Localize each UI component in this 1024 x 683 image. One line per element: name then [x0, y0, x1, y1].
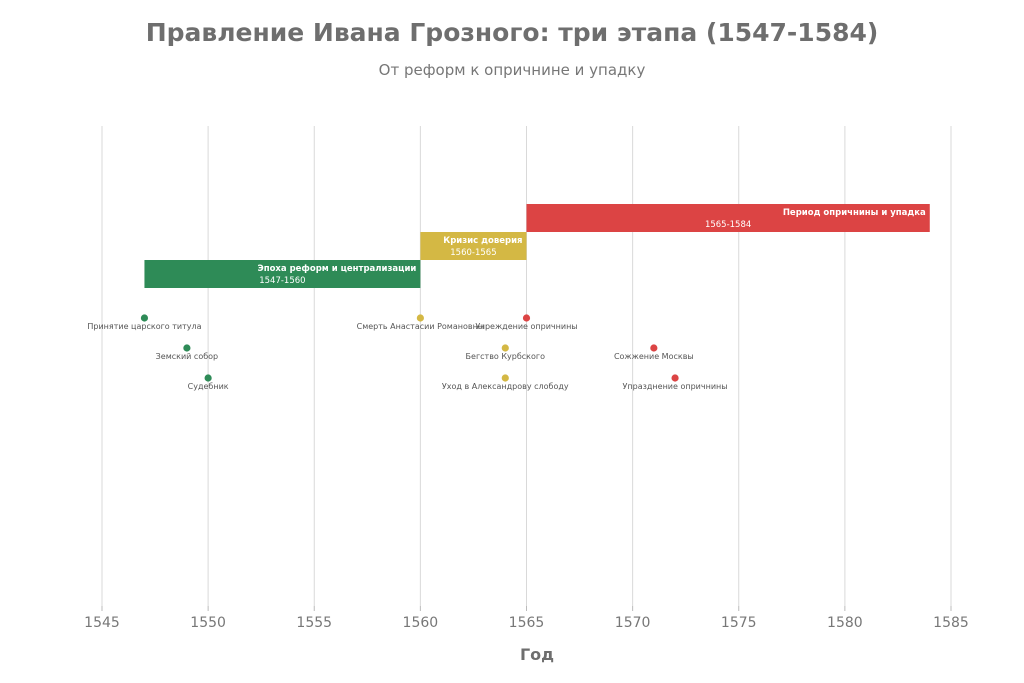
- event-label: Земский собор: [156, 352, 218, 361]
- event-point: [183, 344, 191, 352]
- event-label: Упразднение опричнины: [623, 382, 728, 391]
- chart-title: Правление Ивана Грозного: три этапа (154…: [145, 18, 879, 47]
- period-label: Период опричнины и упадка: [783, 208, 926, 218]
- period-bar: [144, 260, 421, 288]
- event-label: Судебник: [188, 382, 229, 391]
- period-bar: [420, 232, 527, 260]
- event-markers: Принятие царского титула Земский собор Суд…: [87, 314, 728, 391]
- period-label: Кризис доверия: [443, 236, 522, 246]
- x-axis-ticks: 1545 1550 1555 1560 1565 1570 1575 1580 1585: [84, 606, 969, 631]
- x-tick-label: 1570: [615, 615, 651, 631]
- event-label: Принятие царского титула: [87, 322, 201, 331]
- period-years: 1547-1560: [259, 276, 305, 286]
- event-point: [140, 314, 149, 322]
- event-label: Учреждение опричнины: [475, 322, 577, 331]
- event-label: Смерть Анастасии Романовны: [357, 322, 485, 331]
- event-label: Сожжение Москвы: [614, 352, 694, 361]
- event-point: [501, 344, 509, 352]
- period-years: 1560-1565: [450, 248, 496, 258]
- x-tick-label: 1580: [827, 615, 863, 631]
- x-tick-label: 1575: [721, 615, 757, 631]
- period-years: 1565-1584: [705, 220, 751, 230]
- x-tick-label: 1555: [296, 615, 332, 631]
- event-point: [522, 314, 531, 322]
- event-point: [204, 374, 212, 382]
- period-label: Эпоха реформ и централизации: [257, 264, 416, 274]
- event-label: Уход в Александрову слободу: [442, 382, 569, 391]
- period-bars: Эпоха реформ и централизации 1547-1560 Кри…: [144, 204, 930, 288]
- x-tick-label: 1545: [84, 615, 120, 631]
- chart-subtitle: От реформ к опричнине и упадку: [378, 61, 646, 79]
- x-tick-label: 1550: [190, 615, 226, 631]
- event-label: Бегство Курбского: [466, 352, 546, 361]
- x-tick-label: 1565: [509, 615, 545, 631]
- x-axis-label: Год: [520, 645, 554, 664]
- event-point: [671, 374, 679, 382]
- event-point: [416, 314, 424, 322]
- gridlines: [101, 126, 952, 606]
- event-point: [650, 344, 658, 352]
- period-bar: [526, 204, 930, 232]
- event-point: [501, 374, 509, 382]
- x-tick-label: 1585: [933, 615, 969, 631]
- x-tick-label: 1560: [403, 615, 439, 631]
